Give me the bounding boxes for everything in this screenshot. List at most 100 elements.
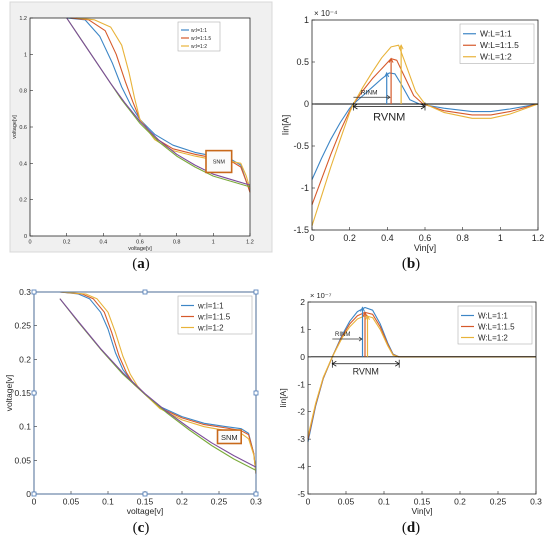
legend-entry: W:L=1:2 [480, 52, 512, 62]
rvnm-label: RVNM [353, 367, 379, 377]
caption-d: (d) [381, 520, 441, 537]
caption-b-open: ( [401, 256, 407, 272]
peak-arrow-head [360, 306, 365, 312]
x-tick-label: 0.2 [343, 233, 356, 243]
x-tick-label: 1 [212, 240, 215, 246]
y-tick-label: 0.15 [14, 388, 31, 398]
peak-arrow-head [384, 71, 390, 78]
x-axis-label: Vin[v] [414, 243, 436, 253]
peak-arrow-head [398, 44, 404, 50]
snm-label: SNM [221, 433, 238, 442]
y-tick-label: -1 [297, 379, 305, 389]
x-tick-label: 0.3 [530, 497, 542, 507]
caption-b: (b) [381, 256, 441, 273]
caption-a-open: ( [132, 256, 138, 272]
x-tick-label: 0.05 [63, 497, 80, 507]
chart-b: 0 0.2 0.4 0.6 0.8 1 1.2 -1.5 -1 -0.5 0 0.5 1 Vin[v] Ii… [281, 9, 545, 253]
y-axis-label: voltage[v] [12, 115, 18, 139]
y-tick-label: 0.4 [19, 161, 27, 167]
rvnm-label: RVNM [373, 112, 405, 124]
legend-entry: w:l=1:1.5 [191, 36, 211, 42]
series-line-purple [59, 298, 257, 468]
y-tick-label: 1 [304, 15, 309, 25]
selection-handle [253, 390, 259, 396]
legend-entry: w:l=1:1.5 [197, 312, 231, 321]
snm-box [205, 149, 233, 174]
series-line-w-l-1-2 [311, 44, 539, 226]
panel-b: 0 0.2 0.4 0.6 0.8 1 1.2 -1.5 -1 -0.5 0 0.5 1 Vin[v] Ii… [278, 2, 546, 253]
y-tick-label: 2 [300, 297, 305, 307]
x-axis-label: Vin[v] [411, 506, 432, 516]
snm-label: SNM [213, 160, 226, 166]
legend-entry: W:L=1:1 [478, 311, 508, 320]
caption-c-letter: c [137, 520, 145, 536]
chart-a: 0 0.2 0.4 0.6 0.8 1 1.2 0 0.2 0.4 0.6 0.8 1 1.2 voltag… [9, 1, 273, 253]
caption-d-close: ) [415, 520, 421, 536]
peak-arrow-head [388, 57, 394, 63]
y-tick-label: 0 [26, 489, 31, 499]
chart-c: 0 0.05 0.1 0.15 0.2 0.25 0.3 0 0.05 0.1 0.15 0.2 0.2… [4, 287, 262, 516]
caption-b-letter: b [406, 256, 416, 272]
y-tick-label: 0.1 [19, 422, 31, 432]
x-tick-label: 0 [32, 497, 37, 507]
y-axis-label: voltage[v] [4, 375, 14, 411]
x-tick-label: 0 [306, 497, 311, 507]
panel-a: 0 0.2 0.4 0.6 0.8 1 1.2 0 0.2 0.4 0.6 0.8 1 1.2 voltag… [9, 1, 273, 253]
y-tick-label: 1 [24, 52, 27, 58]
legend-entry: W:L=1:1 [480, 29, 512, 39]
caption-c: (c) [111, 520, 171, 537]
x-tick-label: 0 [28, 240, 31, 246]
legend-entry: w:l=1:1 [197, 301, 224, 310]
x-axis-label: voltage[v] [128, 246, 152, 252]
caption-c-open: ( [132, 520, 138, 536]
x-tick-label: 0.25 [211, 497, 228, 507]
rinm-label: RINM [335, 332, 350, 338]
y-tick-label: 1.2 [19, 16, 27, 22]
x-tick-label: 0.8 [456, 233, 469, 243]
selection-handle [253, 289, 259, 295]
peak-arrow-head [365, 314, 370, 320]
y-tick-label: -5 [297, 489, 305, 499]
panel-c: 0 0.05 0.1 0.15 0.2 0.25 0.3 0 0.05 0.1 0.15 0.2 0.2… [4, 282, 272, 516]
series-line-w-l-1-2 [75, 17, 251, 189]
caption-b-close: ) [415, 256, 421, 272]
peak-arrow-head [362, 311, 368, 317]
x-axis-label: voltage[v] [127, 506, 163, 516]
rinm-arrow-head [358, 336, 363, 342]
y-axis-label: Iin[A] [281, 115, 291, 136]
selection-handle [31, 390, 37, 396]
x-tick-label: 0.3 [250, 497, 262, 507]
y-tick-label: -1 [301, 183, 309, 193]
caption-a-close: ) [144, 256, 150, 272]
caption-a: (a) [111, 256, 171, 273]
x-tick-label: 0.6 [136, 240, 144, 246]
y-exponent-label: × 10⁻⁷ [310, 291, 332, 300]
legend-entry: w:l=1:1 [191, 28, 207, 34]
x-tick-label: 0 [309, 233, 314, 243]
caption-a-letter: a [137, 256, 145, 272]
selection-handle [31, 289, 37, 295]
rinm-arrow-head [386, 94, 391, 100]
y-tick-label: 0 [24, 234, 27, 240]
series-line-w-l-1-1 [66, 17, 251, 191]
selection-handle [253, 491, 259, 497]
y-tick-label: -1.5 [293, 225, 309, 235]
selection-handle [31, 491, 37, 497]
series-line-purple [66, 17, 251, 186]
x-tick-label: 1 [498, 233, 503, 243]
caption-d-letter: d [406, 520, 416, 536]
selection-handle [142, 491, 148, 497]
x-tick-label: 1.2 [532, 233, 545, 243]
snm-box [216, 429, 243, 445]
legend-entry: W:L=1:1.5 [480, 40, 519, 50]
legend-entry: w:l=1:2 [191, 44, 207, 50]
y-tick-label: -4 [297, 462, 305, 472]
y-tick-label: 0.3 [19, 287, 31, 297]
x-tick-label: 0.15 [414, 497, 431, 507]
y-tick-label: -2 [297, 407, 305, 417]
y-tick-label: 0.8 [19, 89, 27, 95]
y-tick-label: 0.5 [296, 57, 309, 67]
y-tick-label: 1 [300, 324, 305, 334]
y-tick-label: 0 [300, 352, 305, 362]
legend-entry: W:L=1:2 [478, 333, 508, 342]
